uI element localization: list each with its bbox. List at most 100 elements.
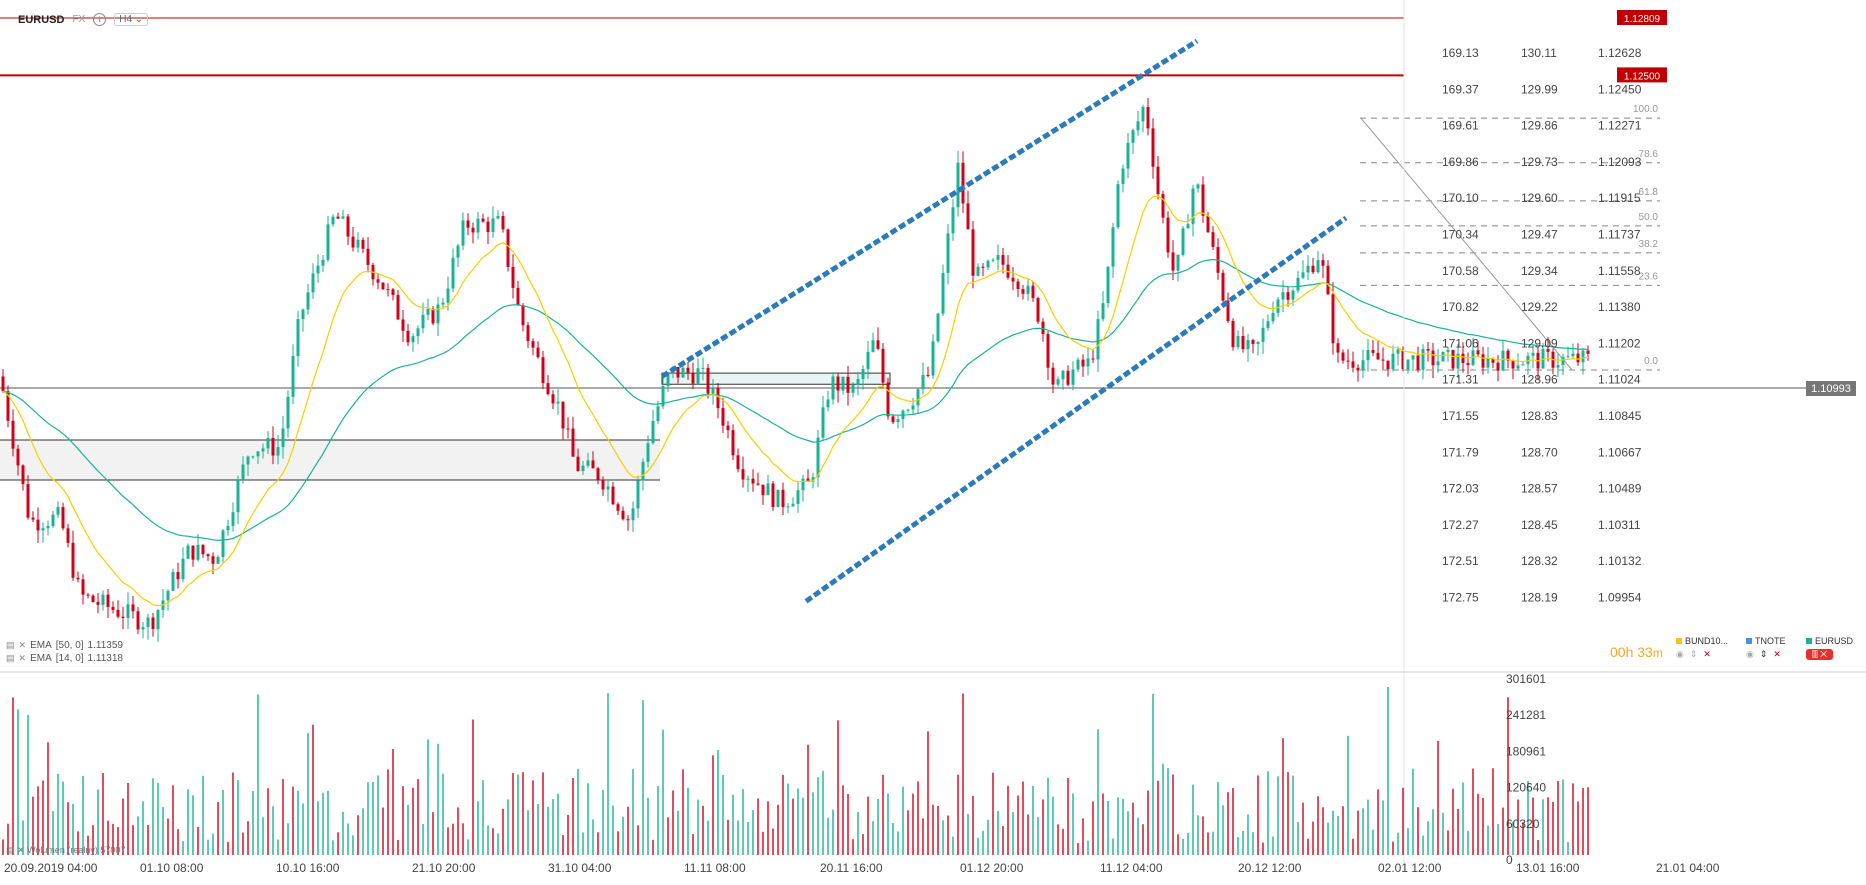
volume-bar — [342, 811, 344, 855]
candle-body — [261, 448, 265, 452]
symbol-label[interactable]: EURUSD — [18, 13, 65, 26]
candle-body — [1426, 349, 1430, 351]
indicator-value: 1.11318 — [87, 653, 123, 664]
eye-icon[interactable]: ◉ — [1676, 649, 1684, 659]
candle-body — [1456, 353, 1460, 369]
candle-body — [1421, 349, 1425, 370]
candle-body — [356, 239, 360, 248]
volume-bar — [817, 777, 819, 855]
candle-body — [1016, 281, 1020, 290]
trend-channel[interactable] — [660, 38, 1348, 604]
sort-icon[interactable]: ⇕ — [1759, 649, 1768, 659]
candle-body — [916, 389, 920, 406]
legend-bund[interactable]: BUND10... ◉ ⇕ ✕ — [1676, 636, 1728, 660]
candle-body — [791, 503, 795, 507]
chart-type-icon[interactable]: ⫿⫿ ✕ — [1806, 649, 1834, 660]
candle-body — [1416, 355, 1420, 370]
volume-bar — [602, 789, 604, 855]
candle-body — [631, 508, 635, 521]
legend-tnote[interactable]: TNOTE ◉ ⇕ ✕ — [1746, 636, 1786, 660]
settings-icon[interactable]: ▤ — [6, 653, 15, 663]
candle-body — [1561, 356, 1565, 366]
candle-body — [986, 260, 990, 268]
settings-icon[interactable]: ▤ — [6, 640, 15, 650]
x-tick-label: 13.01 16:00 — [1516, 861, 1580, 875]
volume-bar — [1097, 729, 1099, 855]
volume-bar — [52, 811, 54, 855]
candle-body — [1406, 359, 1410, 370]
close-icon[interactable]: ✕ — [1703, 649, 1711, 659]
volume-bar — [347, 823, 349, 855]
candle-body — [1286, 292, 1290, 300]
eye-icon[interactable]: ◉ — [1746, 649, 1754, 659]
candle-body — [1576, 353, 1580, 363]
volume-bar — [1182, 838, 1184, 855]
candle-body — [676, 366, 680, 378]
candle-body — [1111, 227, 1115, 267]
ema-line — [2, 258, 1589, 542]
candle-body — [381, 282, 385, 290]
volume-bar — [1317, 796, 1319, 855]
candle-body — [46, 526, 50, 529]
fibonacci-retracement[interactable]: 100.0 78.6 61.8 50.0 38.2 23.6 0.0 — [1360, 104, 1660, 371]
volume-indicator-label[interactable]: ▤ ✕ Wolumen (realny) 57007 — [6, 845, 125, 856]
candle-body — [1151, 128, 1155, 167]
volume-bar — [872, 821, 874, 855]
candle-body — [956, 162, 960, 208]
consolidation-box — [661, 372, 891, 385]
price-level-badge — [1617, 10, 1667, 25]
y-tick-label: 1.10132 — [1598, 554, 1642, 568]
volume-bar — [1422, 835, 1424, 855]
volume-bar — [1347, 735, 1349, 855]
volume-bar — [1142, 824, 1144, 855]
x-tick-label: 11.11 08:00 — [684, 861, 746, 875]
sort-icon[interactable]: ⇕ — [1689, 649, 1698, 659]
ema-14-indicator[interactable]: ▤ ✕ EMA [14, 0] 1.11318 — [6, 653, 123, 664]
candle-body — [686, 367, 690, 373]
volume-bar — [1032, 785, 1034, 855]
volume-bar — [902, 786, 904, 855]
volume-bar — [1222, 805, 1224, 855]
candle-body — [981, 266, 985, 268]
fib-level-label: 0.0 — [1644, 356, 1658, 367]
candle-body — [151, 617, 155, 630]
volume-bar — [332, 840, 334, 855]
volume-bar — [702, 805, 704, 855]
candle-body — [471, 227, 475, 233]
legend-eurusd[interactable]: EURUSD ⫿⫿ ✕ — [1806, 636, 1853, 660]
ema-50-indicator[interactable]: ▤ ✕ EMA [50, 0] 1.11359 — [6, 640, 123, 651]
candle-body — [306, 292, 310, 310]
candle-body — [691, 372, 695, 384]
horizontal-levels[interactable]: 1.12809 1.12500 1.10993 — [0, 10, 1856, 396]
candle-body — [1581, 350, 1585, 363]
volume-bar — [1342, 806, 1344, 855]
candle-body — [556, 401, 560, 404]
volume-bar — [1577, 801, 1579, 855]
close-icon[interactable]: ✕ — [18, 653, 27, 663]
volume-bar — [1452, 788, 1454, 855]
candle-body — [566, 428, 570, 430]
countdown-unit: m — [1652, 646, 1663, 660]
volume-bar — [842, 785, 844, 855]
candle-body — [966, 203, 970, 230]
close-icon[interactable]: ✕ — [1773, 649, 1781, 659]
volume-bar — [1442, 812, 1444, 855]
candle-body — [1311, 265, 1315, 273]
volume-bar — [1412, 768, 1414, 855]
candle-body — [806, 478, 810, 482]
info-icon[interactable]: i — [93, 13, 107, 26]
volume-bar — [372, 781, 374, 855]
price-level-badge — [1617, 67, 1667, 83]
candle-body — [781, 489, 785, 508]
candle-body — [1181, 228, 1185, 255]
fib-level-label: 78.6 — [1639, 149, 1659, 160]
volume-bar — [1067, 777, 1069, 855]
settings-icon[interactable]: ▤ ✕ — [6, 845, 25, 855]
volume-bar — [1202, 816, 1204, 855]
close-icon[interactable]: ✕ — [18, 640, 27, 650]
timeframe-dropdown[interactable]: H4 ⌄ — [114, 13, 149, 26]
candle-body — [751, 478, 755, 484]
volume-bar — [1532, 797, 1534, 855]
